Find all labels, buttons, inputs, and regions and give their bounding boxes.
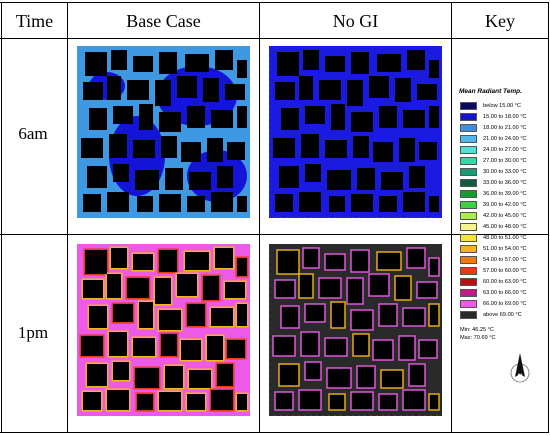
legend-item: 57.00 to 60.00 °C bbox=[453, 265, 549, 276]
legend-swatch bbox=[460, 156, 477, 165]
legend-swatch bbox=[460, 189, 477, 198]
legend-item: 15.00 to 18.00 °C bbox=[453, 111, 549, 122]
table-border-col1 bbox=[67, 2, 68, 433]
legend-item: 54.00 to 57.00 °C bbox=[453, 254, 549, 265]
map-6am-base-case bbox=[77, 46, 250, 218]
legend-label: 33.00 to 36.00 °C bbox=[483, 179, 527, 186]
row-label-1pm: 1pm bbox=[17, 323, 49, 342]
legend-swatch bbox=[460, 255, 477, 264]
legend-item: 60.00 to 63.00 °C bbox=[453, 276, 549, 287]
legend-swatch bbox=[460, 288, 477, 297]
legend-label: 51.00 to 54.00 °C bbox=[483, 245, 527, 252]
header-no-gi: No GI bbox=[332, 11, 379, 31]
legend-item: 48.00 to 51.00 °C bbox=[453, 232, 549, 243]
legend-item: 66.00 to 69.00 °C bbox=[453, 298, 549, 309]
legend-item: 45.00 to 48.00 °C bbox=[453, 221, 549, 232]
table-border-bottom bbox=[0, 432, 549, 433]
table-border-col2 bbox=[259, 2, 260, 433]
legend-swatch bbox=[460, 277, 477, 286]
row-label-6am: 6am bbox=[18, 124, 48, 143]
legend-label: 18.00 to 21.00 °C bbox=[483, 124, 527, 131]
legend-swatch bbox=[460, 178, 477, 187]
legend-swatch bbox=[460, 200, 477, 209]
legend-label: 57.00 to 60.00 °C bbox=[483, 267, 527, 274]
legend-label: 54.00 to 57.00 °C bbox=[483, 256, 527, 263]
legend-item: 36.00 to 39.00 °C bbox=[453, 188, 549, 199]
legend-label: above 69.00 °C bbox=[483, 311, 522, 318]
legend-swatch bbox=[460, 310, 477, 319]
legend-title: Mean Radiant Temp. bbox=[459, 88, 522, 95]
legend-label: 36.00 to 39.00 °C bbox=[483, 190, 527, 197]
legend-swatch bbox=[460, 167, 477, 176]
legend-label: 24.00 to 27.00 °C bbox=[483, 146, 527, 153]
legend-item: 33.00 to 36.00 °C bbox=[453, 177, 549, 188]
legend-label: 45.00 to 48.00 °C bbox=[483, 223, 527, 230]
legend-swatch bbox=[460, 101, 477, 110]
svg-text:N: N bbox=[518, 374, 522, 380]
legend-list: below 15.00 °C 15.00 to 18.00 °C 18.00 to … bbox=[453, 100, 549, 320]
legend-label: 30.00 to 33.00 °C bbox=[483, 168, 527, 175]
legend-label: 48.00 to 51.00 °C bbox=[483, 234, 527, 241]
legend-item: 51.00 to 54.00 °C bbox=[453, 243, 549, 254]
table-border-right bbox=[548, 2, 549, 433]
map-1pm-no-gi bbox=[269, 244, 442, 416]
legend-swatch bbox=[460, 266, 477, 275]
legend-min: Min: 46.25 °C bbox=[460, 327, 494, 333]
legend-item: 30.00 to 33.00 °C bbox=[453, 166, 549, 177]
legend-swatch bbox=[460, 123, 477, 132]
north-arrow-icon: N bbox=[505, 351, 535, 391]
table-border-col3 bbox=[451, 2, 452, 433]
header-key: Key bbox=[485, 11, 515, 31]
legend-label: 27.00 to 30.00 °C bbox=[483, 157, 527, 164]
legend-label: 21.00 to 24.00 °C bbox=[483, 135, 527, 142]
map-1pm-base-case bbox=[77, 244, 250, 416]
legend-item: above 69.00 °C bbox=[453, 309, 549, 320]
legend-label: 39.00 to 42.00 °C bbox=[483, 201, 527, 208]
legend-item: 42.00 to 45.00 °C bbox=[453, 210, 549, 221]
legend-label: 15.00 to 18.00 °C bbox=[483, 113, 527, 120]
legend-swatch bbox=[460, 299, 477, 308]
legend-item: 18.00 to 21.00 °C bbox=[453, 122, 549, 133]
legend-item: 21.00 to 24.00 °C bbox=[453, 133, 549, 144]
legend-swatch bbox=[460, 222, 477, 231]
legend-swatch bbox=[460, 233, 477, 242]
table-border-row bbox=[0, 234, 549, 235]
legend-label: 66.00 to 69.00 °C bbox=[483, 300, 527, 307]
legend-item: below 15.00 °C bbox=[453, 100, 549, 111]
map-6am-no-gi bbox=[269, 46, 442, 218]
header-base-case: Base Case bbox=[126, 11, 201, 31]
legend-item: 63.00 to 66.00 °C bbox=[453, 287, 549, 298]
legend-label: 60.00 to 63.00 °C bbox=[483, 278, 527, 285]
legend-label: 42.00 to 45.00 °C bbox=[483, 212, 527, 219]
legend-label: below 15.00 °C bbox=[483, 102, 521, 109]
legend-swatch bbox=[460, 134, 477, 143]
legend-max: Max: 70.69 °C bbox=[460, 335, 496, 341]
legend-item: 27.00 to 30.00 °C bbox=[453, 155, 549, 166]
table-border-left bbox=[1, 2, 2, 433]
legend-swatch bbox=[460, 244, 477, 253]
table-border-top bbox=[0, 2, 549, 3]
table-border-header bbox=[0, 38, 549, 39]
legend-item: 39.00 to 42.00 °C bbox=[453, 199, 549, 210]
legend: Mean Radiant Temp. below 15.00 °C 15.00 t… bbox=[453, 88, 549, 342]
legend-swatch bbox=[460, 145, 477, 154]
legend-label: 63.00 to 66.00 °C bbox=[483, 289, 527, 296]
legend-swatch bbox=[460, 112, 477, 121]
legend-item: 24.00 to 27.00 °C bbox=[453, 144, 549, 155]
header-time: Time bbox=[15, 11, 54, 31]
legend-swatch bbox=[460, 211, 477, 220]
